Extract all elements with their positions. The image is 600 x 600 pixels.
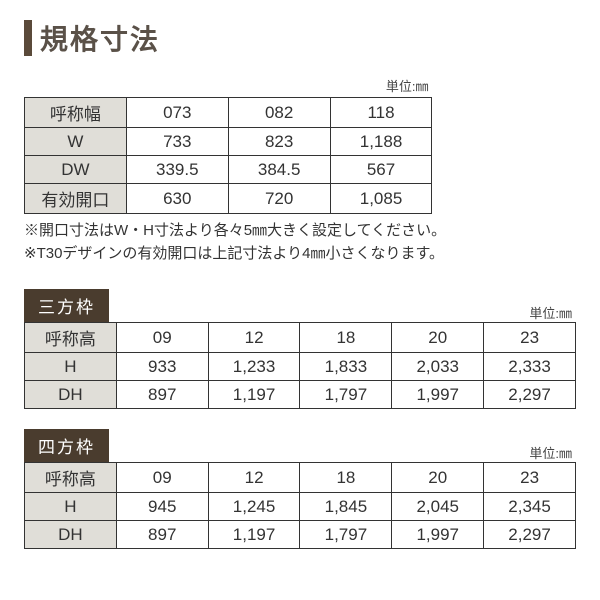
section-badge-yonpou: 四方枠 bbox=[24, 429, 109, 462]
page-title: 規格寸法 bbox=[40, 18, 160, 58]
note-line: ※T30デザインの有効開口は上記寸法より4㎜小さくなります。 bbox=[24, 243, 576, 266]
table-cell: 339.5 bbox=[126, 156, 228, 184]
col-header: 12 bbox=[208, 323, 300, 353]
col-header: 23 bbox=[484, 323, 576, 353]
col-header: 082 bbox=[228, 98, 330, 128]
table-cell: 2,333 bbox=[484, 353, 576, 381]
table-cell: 1,997 bbox=[392, 521, 484, 549]
table-row: H 933 1,233 1,833 2,033 2,333 bbox=[25, 353, 576, 381]
table-cell: 897 bbox=[116, 381, 208, 409]
table-row: 呼称高 09 12 18 20 23 bbox=[25, 463, 576, 493]
table-row: DH 897 1,197 1,797 1,997 2,297 bbox=[25, 381, 576, 409]
row-label: 有効開口 bbox=[25, 184, 127, 214]
table-cell: 1,197 bbox=[208, 381, 300, 409]
col-header: 118 bbox=[330, 98, 432, 128]
col-header: 09 bbox=[116, 463, 208, 493]
table-cell: 2,297 bbox=[484, 381, 576, 409]
table-cell: 384.5 bbox=[228, 156, 330, 184]
table-row: DH 897 1,197 1,797 1,997 2,297 bbox=[25, 521, 576, 549]
unit-label: 単位:㎜ bbox=[24, 76, 432, 95]
table-cell: 630 bbox=[126, 184, 228, 214]
table-cell: 567 bbox=[330, 156, 432, 184]
col-header: 18 bbox=[300, 463, 392, 493]
col-header: 073 bbox=[126, 98, 228, 128]
table-cell: 720 bbox=[228, 184, 330, 214]
table-row: W 733 823 1,188 bbox=[25, 128, 432, 156]
table-cell: 2,033 bbox=[392, 353, 484, 381]
col-header: 18 bbox=[300, 323, 392, 353]
table-cell: 2,045 bbox=[392, 493, 484, 521]
col-header: 20 bbox=[392, 323, 484, 353]
section-badge-sampou: 三方枠 bbox=[24, 289, 109, 322]
col-header: 呼称幅 bbox=[25, 98, 127, 128]
main-heading: 規格寸法 bbox=[24, 18, 576, 58]
table-cell: 823 bbox=[228, 128, 330, 156]
table-cell: 1,245 bbox=[208, 493, 300, 521]
table-cell: 1,797 bbox=[300, 381, 392, 409]
table-cell: 1,197 bbox=[208, 521, 300, 549]
unit-label: 単位:㎜ bbox=[529, 443, 576, 462]
row-label: DW bbox=[25, 156, 127, 184]
row-label: H bbox=[25, 493, 117, 521]
spec-table-width: 呼称幅 073 082 118 W 733 823 1,188 DW 339.5… bbox=[24, 97, 432, 214]
table-cell: 933 bbox=[116, 353, 208, 381]
spec-table-yonpou: 呼称高 09 12 18 20 23 H 945 1,245 1,845 2,0… bbox=[24, 462, 576, 549]
table-row: H 945 1,245 1,845 2,045 2,345 bbox=[25, 493, 576, 521]
table-cell: 1,188 bbox=[330, 128, 432, 156]
table-cell: 945 bbox=[116, 493, 208, 521]
row-label: DH bbox=[25, 521, 117, 549]
row-label: H bbox=[25, 353, 117, 381]
note-line: ※開口寸法はW・H寸法より各々5㎜大きく設定してください。 bbox=[24, 220, 576, 243]
table-cell: 897 bbox=[116, 521, 208, 549]
col-header: 呼称高 bbox=[25, 323, 117, 353]
row-label: W bbox=[25, 128, 127, 156]
spec-table-sampou: 呼称高 09 12 18 20 23 H 933 1,233 1,833 2,0… bbox=[24, 322, 576, 409]
col-header: 12 bbox=[208, 463, 300, 493]
heading-bar-icon bbox=[24, 20, 32, 56]
table-row: 呼称高 09 12 18 20 23 bbox=[25, 323, 576, 353]
unit-label: 単位:㎜ bbox=[529, 303, 576, 322]
table-row: DW 339.5 384.5 567 bbox=[25, 156, 432, 184]
table-cell: 2,297 bbox=[484, 521, 576, 549]
col-header: 20 bbox=[392, 463, 484, 493]
col-header: 23 bbox=[484, 463, 576, 493]
row-label: DH bbox=[25, 381, 117, 409]
col-header: 呼称高 bbox=[25, 463, 117, 493]
table-row: 呼称幅 073 082 118 bbox=[25, 98, 432, 128]
notes-block: ※開口寸法はW・H寸法より各々5㎜大きく設定してください。 ※T30デザインの有… bbox=[24, 220, 576, 265]
table-cell: 1,233 bbox=[208, 353, 300, 381]
table-cell: 2,345 bbox=[484, 493, 576, 521]
table-cell: 1,845 bbox=[300, 493, 392, 521]
table-cell: 1,085 bbox=[330, 184, 432, 214]
table-cell: 1,833 bbox=[300, 353, 392, 381]
table-cell: 1,797 bbox=[300, 521, 392, 549]
table-row: 有効開口 630 720 1,085 bbox=[25, 184, 432, 214]
col-header: 09 bbox=[116, 323, 208, 353]
table-cell: 733 bbox=[126, 128, 228, 156]
table-cell: 1,997 bbox=[392, 381, 484, 409]
